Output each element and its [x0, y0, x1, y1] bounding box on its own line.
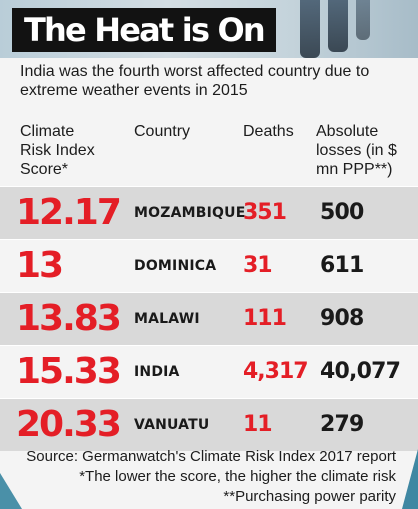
- table-row: 12.17 MOZAMBIQUE 351 500: [0, 186, 418, 239]
- corner-decoration: [0, 473, 22, 509]
- deaths-cell: 111: [243, 306, 287, 331]
- table-row: 13 DOMINICA 31 611: [0, 239, 418, 292]
- losses-cell: 908: [320, 306, 364, 331]
- country-cell: MOZAMBIQUE: [134, 205, 246, 221]
- score-cell: 20.33: [16, 404, 122, 445]
- table-row: 13.83 MALAWI 111 908: [0, 292, 418, 345]
- corner-decoration: [402, 449, 418, 509]
- losses-cell: 611: [320, 253, 364, 278]
- losses-cell: 40,077: [320, 359, 401, 384]
- header-country: Country: [134, 123, 191, 140]
- banner-photo-detail: [300, 0, 320, 58]
- deaths-cell: 351: [243, 200, 287, 225]
- header-losses: Absolute losses (in $ mn PPP**): [316, 122, 397, 179]
- header-losses-line: mn PPP**): [316, 161, 393, 178]
- header-losses-line: losses (in $: [316, 142, 397, 159]
- losses-cell: 500: [320, 200, 364, 225]
- header-score: Climate Risk Index Score*: [20, 122, 95, 179]
- losses-cell: 279: [320, 412, 364, 437]
- banner-photo-detail: [328, 0, 348, 52]
- country-cell: INDIA: [134, 364, 180, 380]
- header-score-line: Risk Index: [20, 142, 95, 159]
- table-row: 15.33 INDIA 4,317 40,077: [0, 345, 418, 398]
- score-cell: 13: [16, 245, 64, 286]
- source-note: Source: Germanwatch's Climate Risk Index…: [26, 448, 396, 465]
- score-cell: 15.33: [16, 351, 122, 392]
- footnote-ppp: **Purchasing power parity: [223, 488, 396, 505]
- deaths-cell: 11: [243, 412, 273, 437]
- page-title: The Heat is On: [12, 8, 276, 52]
- header-losses-line: Absolute: [316, 123, 379, 140]
- banner-photo-detail: [356, 0, 370, 40]
- deaths-cell: 4,317: [243, 359, 309, 384]
- score-cell: 13.83: [16, 298, 122, 339]
- score-cell: 12.17: [16, 192, 122, 233]
- header-deaths: Deaths: [243, 123, 294, 140]
- header-score-line: Climate: [20, 123, 75, 140]
- deaths-cell: 31: [243, 253, 273, 278]
- subtitle: India was the fourth worst affected coun…: [20, 63, 370, 99]
- header-score-line: Score*: [20, 161, 69, 178]
- footnote-score: *The lower the score, the higher the cli…: [79, 468, 396, 485]
- country-cell: VANUATU: [134, 417, 210, 433]
- country-cell: MALAWI: [134, 311, 200, 327]
- data-table: 12.17 MOZAMBIQUE 351 500 13 DOMINICA 31 …: [0, 186, 418, 451]
- table-row: 20.33 VANUATU 11 279: [0, 398, 418, 451]
- country-cell: DOMINICA: [134, 258, 217, 274]
